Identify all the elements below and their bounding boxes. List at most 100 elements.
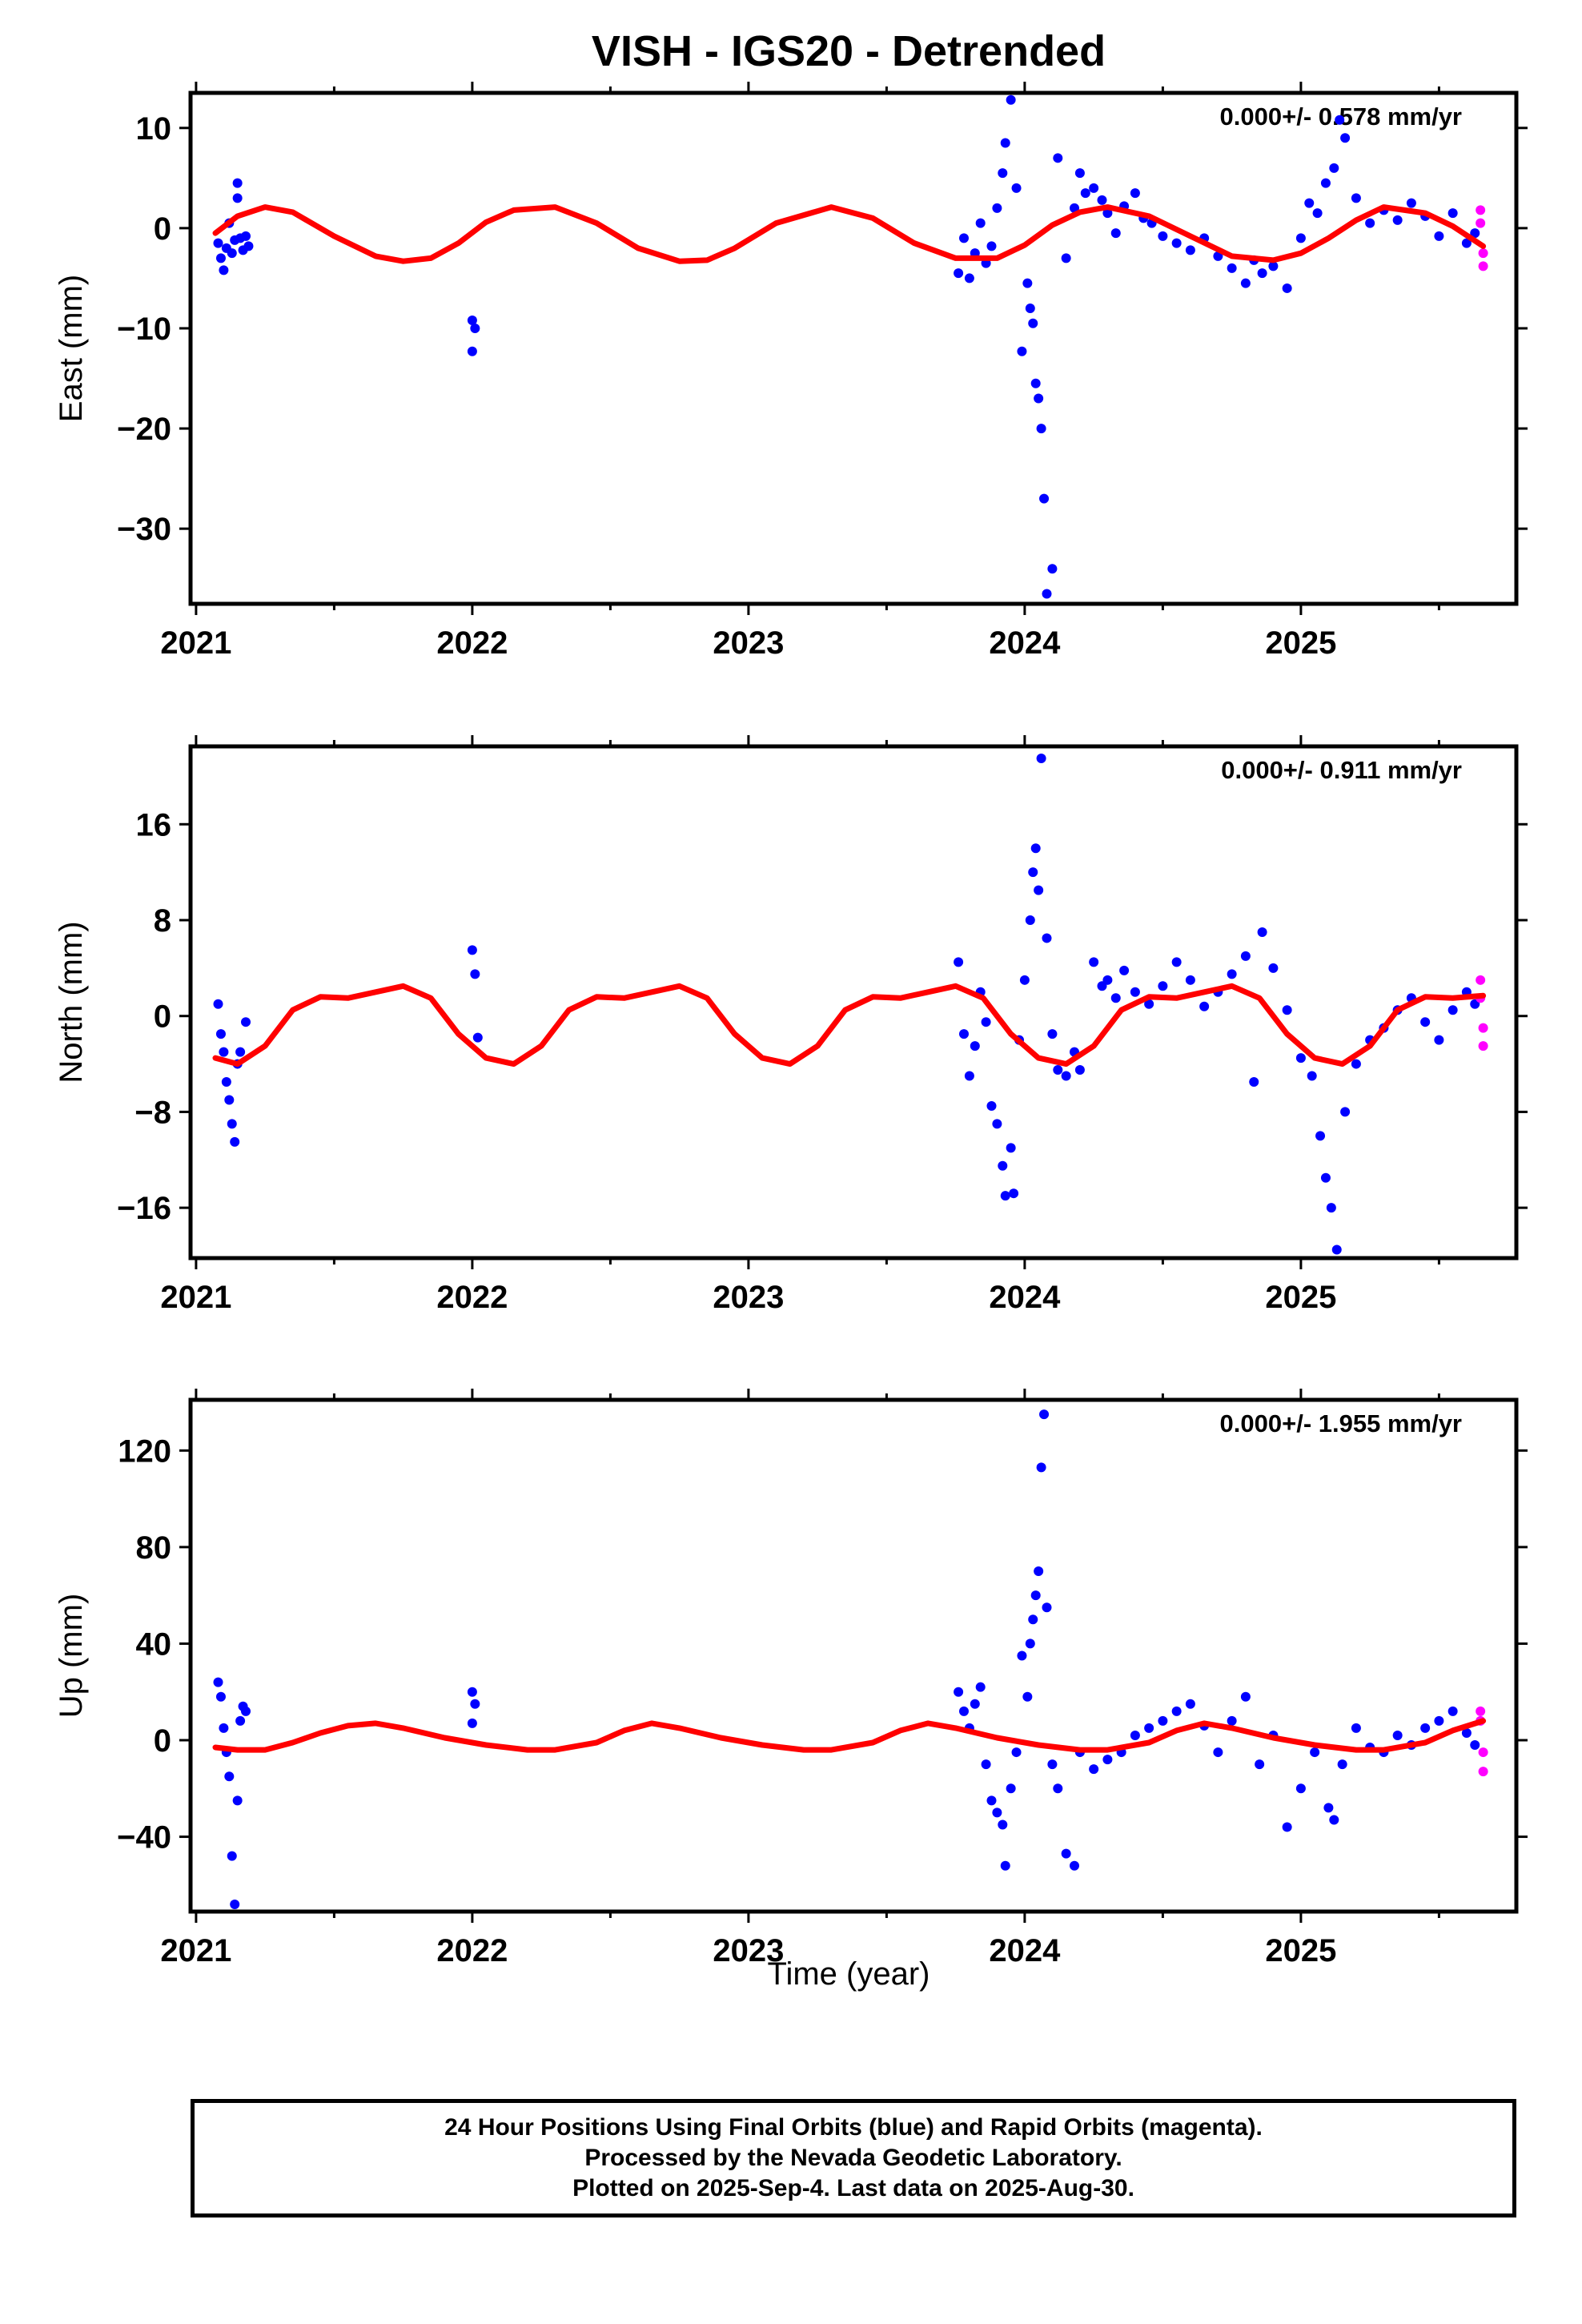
- east-final-point: [992, 203, 1002, 213]
- east-final-point: [1461, 238, 1472, 248]
- east-final-point: [1047, 564, 1058, 574]
- up-rapid-point: [1478, 1747, 1488, 1758]
- east-final-point: [243, 241, 254, 251]
- east-final-point: [1365, 218, 1375, 228]
- east-final-point: [975, 218, 986, 228]
- east-rapid-point: [1476, 205, 1486, 215]
- east-final-point: [1329, 163, 1339, 173]
- north-x-tick-label: 2021: [160, 1280, 231, 1315]
- north-final-point: [998, 1160, 1008, 1171]
- east-panel: 2021 2022 2023 2024 2025 10 0 −10 −20 −30 East (mm…: [54, 82, 1528, 661]
- east-final-point: [1340, 133, 1351, 143]
- north-x-tick-label: 2025: [1265, 1280, 1336, 1315]
- chart-title: VISH - IGS20 - Detrended: [592, 27, 1106, 75]
- east-final-point: [964, 273, 974, 283]
- up-final-point: [230, 1899, 240, 1909]
- north-rapid-point: [1478, 1023, 1488, 1033]
- east-final-point: [1053, 153, 1063, 163]
- north-y-tick-label: −16: [117, 1191, 171, 1226]
- north-x-tick-label: 2022: [436, 1280, 508, 1315]
- north-plot-area: [212, 753, 1488, 1255]
- east-final-point: [1295, 233, 1306, 243]
- north-final-point: [992, 1119, 1002, 1129]
- north-rate-label: 0.000+/- 0.911 mm/yr: [1221, 756, 1462, 784]
- up-final-point: [1089, 1764, 1099, 1775]
- north-final-point: [1227, 969, 1237, 979]
- north-final-point: [1240, 951, 1251, 961]
- north-final-point: [1009, 1188, 1019, 1199]
- east-final-point: [232, 178, 243, 188]
- north-final-point: [1006, 1143, 1016, 1153]
- east-final-point: [1097, 195, 1107, 205]
- up-final-point: [1028, 1614, 1038, 1625]
- up-final-point: [1434, 1715, 1444, 1726]
- east-final-point: [959, 233, 969, 243]
- north-final-point: [1434, 1035, 1444, 1045]
- up-final-point: [1461, 1727, 1472, 1738]
- east-final-point: [1304, 198, 1315, 208]
- north-rapid-point: [1478, 1041, 1488, 1051]
- east-plot-area: [212, 94, 1488, 599]
- up-final-point: [1144, 1723, 1154, 1733]
- north-final-point: [1102, 975, 1113, 985]
- up-plot-area: [212, 1409, 1488, 1909]
- east-final-point: [1042, 589, 1052, 599]
- up-final-point: [1420, 1723, 1431, 1733]
- up-final-point: [1351, 1723, 1361, 1733]
- east-final-point: [1080, 188, 1090, 199]
- north-final-point: [221, 1077, 231, 1088]
- up-final-point: [1102, 1755, 1113, 1765]
- north-plot-frame: [188, 744, 1519, 1261]
- north-panel: 2021 2022 2023 2024 2025 16 8 0 −8 −16 North (mm) 0…: [54, 735, 1528, 1315]
- north-final-point: [1351, 1059, 1361, 1069]
- up-final-point: [224, 1771, 235, 1782]
- up-final-point: [1295, 1783, 1306, 1794]
- north-y-tick-label: 8: [154, 903, 171, 939]
- north-final-point: [1119, 965, 1130, 975]
- up-final-point: [1392, 1730, 1403, 1740]
- up-model-line: [212, 1718, 1487, 1753]
- up-final-point: [1000, 1860, 1010, 1871]
- east-final-point: [1282, 283, 1292, 293]
- up-x-tick-label: 2024: [989, 1933, 1061, 1968]
- north-final-point: [1185, 975, 1195, 985]
- east-final-point: [1392, 215, 1403, 225]
- east-final-point: [1025, 303, 1035, 313]
- up-y-tick-label: 40: [136, 1626, 172, 1662]
- east-final-point: [1028, 318, 1038, 328]
- up-y-tick-label: −40: [117, 1820, 171, 1856]
- up-final-point: [1036, 1462, 1046, 1473]
- up-x-tick-label: 2021: [160, 1933, 231, 1968]
- north-final-point: [981, 1017, 991, 1027]
- north-final-point: [1171, 957, 1182, 967]
- north-final-point: [986, 1100, 997, 1111]
- up-y-tick-label: 120: [118, 1433, 171, 1469]
- east-rapid-point: [1478, 261, 1488, 271]
- up-rate-label: 0.000+/- 1.955 mm/yr: [1220, 1409, 1462, 1437]
- north-final-point: [241, 1017, 251, 1027]
- up-final-point: [1034, 1566, 1044, 1577]
- up-final-point: [1337, 1759, 1347, 1770]
- north-final-point: [1110, 993, 1121, 1003]
- north-x-tick-label: 2024: [989, 1280, 1061, 1315]
- up-y-tick-label: 80: [136, 1530, 172, 1566]
- north-final-point: [219, 1047, 229, 1057]
- north-final-point: [1144, 999, 1154, 1009]
- east-x-tick-label: 2022: [436, 625, 508, 661]
- north-final-point: [970, 1041, 980, 1051]
- east-final-point: [1039, 493, 1050, 504]
- east-final-point: [1074, 168, 1085, 179]
- up-final-point: [1030, 1590, 1041, 1601]
- east-final-point: [1017, 346, 1027, 356]
- north-final-point: [1199, 1001, 1210, 1011]
- up-final-point: [1213, 1747, 1223, 1758]
- north-y-tick-label: −8: [135, 1095, 171, 1130]
- east-y-tick-label: 10: [136, 111, 172, 147]
- up-final-point: [1255, 1759, 1265, 1770]
- up-final-point: [1282, 1822, 1292, 1832]
- north-final-point: [1447, 1005, 1458, 1015]
- east-final-point: [215, 253, 226, 263]
- up-final-point: [213, 1677, 223, 1687]
- east-final-point: [467, 346, 477, 356]
- up-final-point: [1006, 1783, 1016, 1794]
